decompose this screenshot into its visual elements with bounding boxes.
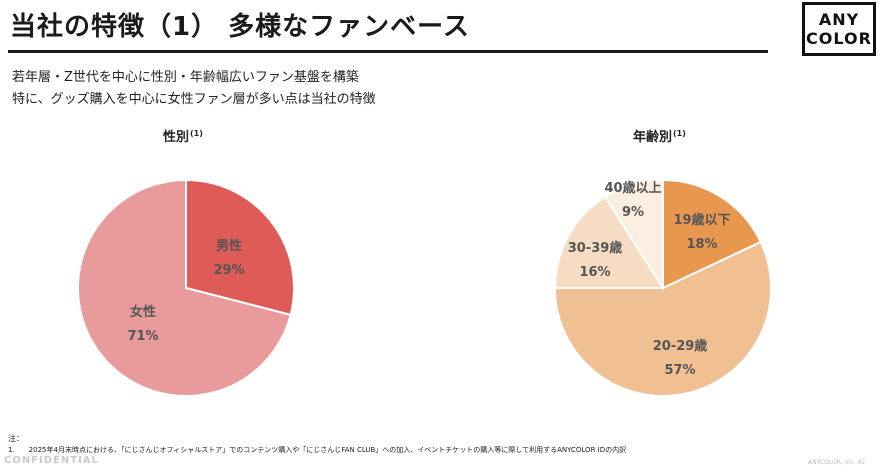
age-chart-title: 年齢別(1)	[633, 126, 686, 145]
age-chart-title-text: 年齢別	[633, 130, 673, 145]
lead-line-1: 若年層・Z世代を中心に性別・年齢幅広いファン基盤を構築	[12, 70, 359, 85]
age-slice-1	[553, 240, 772, 397]
age-slice-label-0: 19歳以下	[673, 212, 730, 228]
age-slice-label-3: 40歳以上	[604, 180, 661, 196]
anycolor-logo: ANY COLOR	[802, 2, 876, 56]
age-slice-value-3: 9%	[622, 205, 644, 220]
age-slice-3	[603, 178, 664, 292]
logo-line-1: ANY	[818, 10, 860, 29]
notes-label: 注：	[8, 434, 24, 443]
gender-slice-value-1: 71%	[127, 329, 158, 344]
gender-chart-title-note: (1)	[190, 129, 203, 138]
gender-chart-title: 性別(1)	[163, 126, 203, 145]
gender-slice-value-0: 29%	[213, 263, 244, 278]
gender-slice-1	[77, 178, 292, 397]
age-chart-title-note: (1)	[673, 129, 686, 138]
age-slice-label-2: 30-39歳	[568, 240, 623, 256]
gender-chart-title-text: 性別	[163, 130, 190, 145]
age-slice-value-0: 18%	[686, 237, 717, 252]
page-number: 42	[857, 459, 866, 466]
age-slice-label-1: 20-29歳	[653, 338, 708, 354]
logo-line-2: COLOR	[806, 29, 872, 48]
lead-line-2: 特に、グッズ購入を中心に女性ファン層が多い点は当社の特徴	[12, 92, 376, 107]
age-slice-value-2: 16%	[579, 265, 610, 280]
age-slice-2	[553, 195, 665, 289]
footer-company: ANYCOLOR, Inc.	[808, 459, 856, 466]
age-slice-value-1: 57%	[664, 363, 695, 378]
note-1: 1. 2025年4月末時点における、「にじさんじオフィシャルストア」でのコンテン…	[8, 446, 627, 454]
gender-slice-0	[185, 178, 295, 317]
title-divider	[8, 50, 768, 53]
footer-right: ANYCOLOR, Inc. 42	[808, 459, 865, 466]
gender-slice-label-0: 男性	[216, 238, 242, 254]
confidential-mark: CONFIDENTIAL	[4, 455, 99, 466]
page-title: 当社の特徴（1） 多様なファンベース	[10, 12, 470, 42]
gender-slice-label-1: 女性	[130, 304, 156, 320]
age-slice-0	[662, 178, 763, 290]
